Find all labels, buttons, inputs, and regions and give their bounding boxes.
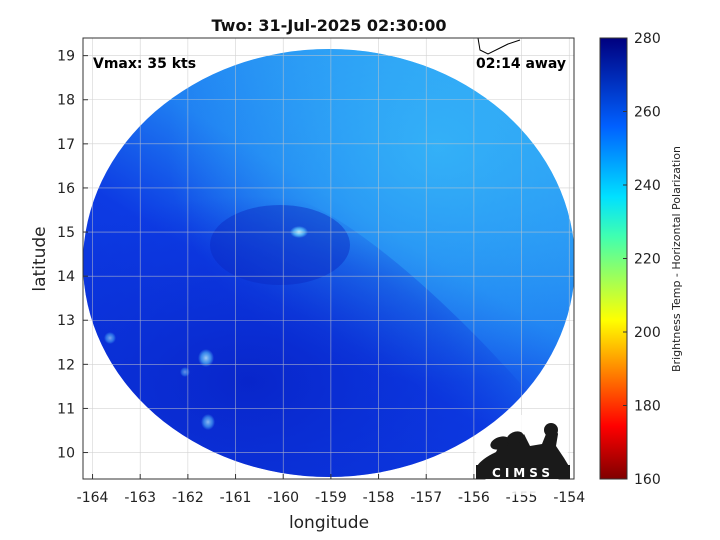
colorbar-tick-label: 280: [634, 31, 661, 47]
cold-spot-south: [201, 414, 215, 430]
colorbar-tick-label: 260: [634, 105, 661, 121]
y-tick-label: 12: [57, 357, 75, 373]
colorbar-tick-label: 200: [634, 325, 661, 341]
x-tick-label: -157: [410, 490, 442, 506]
x-tick-label: -154: [553, 490, 585, 506]
colorbar-ticks: 160 180 200 220 240 260 280: [623, 31, 661, 488]
axes-frame: [82, 37, 575, 480]
y-tick-label: 19: [57, 49, 75, 65]
x-tick-label: -161: [220, 490, 252, 506]
cold-spot-west: [104, 332, 116, 344]
cold-spot-small: [180, 367, 190, 377]
y-tick-labels: 10 11 12 13 14 15 16 17 18 19: [57, 49, 88, 462]
y-tick-label: 11: [57, 401, 75, 417]
colorbar-tick-label: 180: [634, 399, 661, 415]
colorbar-tick-label: 160: [634, 472, 661, 488]
logo-dish-left: [490, 436, 510, 450]
cimss-logo: CIMSS: [476, 415, 570, 495]
logo-water-tower: [544, 423, 558, 437]
x-tick-label: -163: [124, 490, 156, 506]
x-tick-label: -164: [77, 490, 109, 506]
y-axis-label: latitude: [30, 226, 50, 291]
y-tick-label: 18: [57, 93, 75, 109]
warm-region-southwest: [83, 162, 574, 477]
y-tick-label: 13: [57, 313, 75, 329]
time-away-annotation: 02:14 away: [476, 56, 566, 72]
x-tick-label: -162: [172, 490, 204, 506]
swath-layer: [83, 38, 574, 477]
y-tick-label: 17: [57, 137, 75, 153]
colorbar-tick-label: 240: [634, 178, 661, 194]
x-tick-label: -158: [363, 490, 395, 506]
logo-dish-right: [506, 431, 524, 445]
y-tick-label: 10: [57, 446, 75, 462]
y-tick-label: 14: [57, 269, 75, 285]
coastline: [477, 38, 521, 55]
x-axis-label: longitude: [289, 513, 369, 533]
colorbar-label: Brightness Temp - Horizontal Polarizatio…: [670, 146, 683, 372]
logo-text: CIMSS: [492, 466, 554, 480]
colorbar-tick-label: 220: [634, 252, 661, 268]
vmax-annotation: Vmax: 35 kts: [93, 56, 196, 72]
plot-title: Two: 31-Jul-2025 02:30:00: [212, 16, 447, 35]
cold-spot-southwest: [198, 349, 214, 367]
grid: [83, 38, 574, 479]
colorbar: [599, 37, 628, 480]
warm-band: [210, 205, 350, 285]
y-tick-label: 15: [57, 225, 75, 241]
y-tick-label: 16: [57, 181, 75, 197]
x-tick-labels: -164 -163 -162 -161 -160 -159 -158 -157 -156 -155…: [77, 474, 585, 506]
x-tick-label: -160: [267, 490, 299, 506]
x-tick-label: -159: [315, 490, 347, 506]
x-tick-label: -156: [458, 490, 490, 506]
